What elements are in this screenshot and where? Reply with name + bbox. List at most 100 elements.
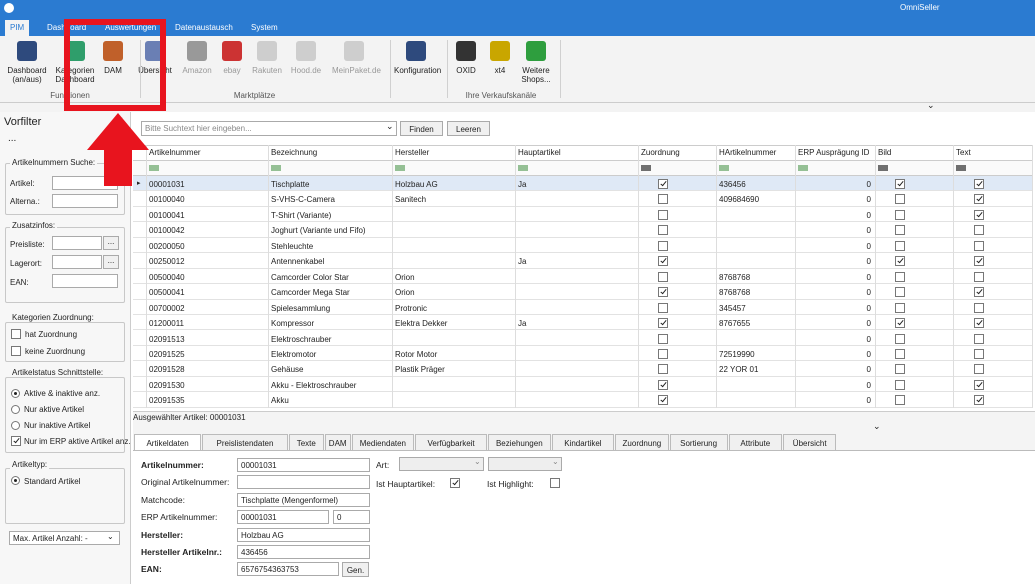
grid-checkbox[interactable] [974, 287, 984, 297]
grid-checkbox[interactable] [895, 287, 905, 297]
grid-checkbox[interactable] [658, 194, 668, 204]
text-input[interactable] [52, 255, 102, 269]
grid-checkbox[interactable] [974, 225, 984, 235]
text-input[interactable]: 436456 [237, 545, 370, 559]
column-header[interactable]: HArtikelnummer [719, 148, 776, 157]
grid-checkbox[interactable] [974, 349, 984, 359]
grid-checkbox[interactable] [658, 318, 668, 328]
grid-checkbox[interactable] [658, 179, 668, 189]
menu-tab[interactable]: System [246, 20, 283, 36]
detail-tab[interactable]: Beziehungen [488, 434, 551, 450]
select-input[interactable] [399, 457, 484, 471]
column-header[interactable]: Bezeichnung [271, 148, 317, 157]
grid-checkbox[interactable] [895, 225, 905, 235]
grid-checkbox[interactable] [658, 225, 668, 235]
text-input[interactable] [52, 236, 102, 250]
ribbon-button[interactable]: Hood.de [284, 66, 328, 75]
search-button[interactable]: Finden [400, 121, 443, 136]
column-filter-icon[interactable] [271, 165, 281, 171]
grid-checkbox[interactable] [658, 241, 668, 251]
checkbox[interactable] [11, 329, 21, 339]
grid-checkbox[interactable] [974, 256, 984, 266]
text-input[interactable] [52, 274, 118, 288]
checkbox[interactable] [550, 478, 560, 488]
grid-checkbox[interactable] [974, 364, 984, 374]
text-input[interactable] [52, 194, 118, 208]
text-input[interactable]: 00001031 [237, 458, 370, 472]
browse-button[interactable]: ... [103, 255, 119, 269]
grid-checkbox[interactable] [895, 334, 905, 344]
detail-tab[interactable]: Preislistendaten [202, 434, 288, 450]
detail-tab[interactable]: Attribute [729, 434, 782, 450]
ribbon-button[interactable]: Rakuten [245, 66, 289, 75]
grid-checkbox[interactable] [895, 349, 905, 359]
grid-checkbox[interactable] [974, 194, 984, 204]
detail-tab[interactable]: Kindartikel [552, 434, 615, 450]
column-filter-icon[interactable] [395, 165, 405, 171]
detail-tab[interactable]: Verfügbarkeit [415, 434, 487, 450]
column-filter-icon[interactable] [878, 165, 888, 171]
browse-button[interactable]: ... [103, 236, 119, 250]
grid-checkbox[interactable] [895, 318, 905, 328]
column-filter-icon[interactable] [798, 165, 808, 171]
grid-checkbox[interactable] [895, 303, 905, 313]
ribbon-button[interactable]: Dashboard (an/aus) [5, 66, 49, 84]
column-header[interactable]: Hauptartikel [518, 148, 561, 157]
text-input[interactable]: Holzbau AG [237, 528, 370, 542]
detail-tab[interactable]: DAM [325, 434, 351, 450]
column-header[interactable]: Artikelnummer [149, 148, 201, 157]
grid-checkbox[interactable] [895, 364, 905, 374]
detail-tab[interactable]: Artikeldaten [134, 434, 201, 450]
grid-checkbox[interactable] [974, 241, 984, 251]
grid-checkbox[interactable] [974, 334, 984, 344]
checkbox[interactable] [11, 346, 21, 356]
column-header[interactable]: Zuordnung [641, 148, 680, 157]
grid-checkbox[interactable] [974, 179, 984, 189]
grid-checkbox[interactable] [895, 256, 905, 266]
grid-checkbox[interactable] [895, 194, 905, 204]
text-input[interactable]: Tischplatte (Mengenformel) [237, 493, 370, 507]
detail-tab[interactable]: Übersicht [783, 434, 836, 450]
search-input[interactable]: Bitte Suchtext hier eingeben... [141, 121, 397, 136]
grid-checkbox[interactable] [658, 287, 668, 297]
text-input[interactable]: 00001031 [237, 510, 329, 524]
grid-checkbox[interactable] [658, 395, 668, 405]
grid-checkbox[interactable] [895, 179, 905, 189]
grid-checkbox[interactable] [658, 380, 668, 390]
grid-checkbox[interactable] [974, 303, 984, 313]
grid-checkbox[interactable] [895, 395, 905, 405]
grid-checkbox[interactable] [974, 318, 984, 328]
radio[interactable] [11, 421, 20, 430]
radio[interactable] [11, 476, 20, 485]
ribbon-button[interactable]: MeinPaket.de [332, 66, 376, 75]
text-input[interactable] [237, 475, 370, 489]
radio[interactable] [11, 405, 20, 414]
grid-checkbox[interactable] [974, 272, 984, 282]
radio[interactable] [11, 389, 20, 398]
column-filter-icon[interactable] [518, 165, 528, 171]
grid-checkbox[interactable] [658, 210, 668, 220]
column-header[interactable]: Hersteller [395, 148, 429, 157]
menu-tab[interactable]: Datenaustausch [170, 20, 238, 36]
select-input[interactable] [488, 457, 562, 471]
ribbon-button[interactable]: Weitere Shops... [514, 66, 558, 84]
column-filter-icon[interactable] [956, 165, 966, 171]
checkbox[interactable] [11, 436, 21, 446]
grid-checkbox[interactable] [895, 210, 905, 220]
grid-checkbox[interactable] [658, 272, 668, 282]
grid-checkbox[interactable] [974, 380, 984, 390]
grid-checkbox[interactable] [895, 272, 905, 282]
detail-tab[interactable]: Zuordnung [615, 434, 668, 450]
menu-tab[interactable]: PIM [5, 20, 29, 36]
checkbox[interactable] [450, 478, 460, 488]
grid-checkbox[interactable] [974, 210, 984, 220]
column-filter-icon[interactable] [719, 165, 729, 171]
grid-checkbox[interactable] [658, 334, 668, 344]
max-count-select[interactable]: Max. Artikel Anzahl: - [9, 531, 120, 545]
grid-checkbox[interactable] [658, 256, 668, 266]
search-button[interactable]: Leeren [447, 121, 490, 136]
grid-checkbox[interactable] [974, 395, 984, 405]
grid-checkbox[interactable] [658, 349, 668, 359]
detail-tab[interactable]: Texte [289, 434, 324, 450]
detail-tab[interactable]: Sortierung [670, 434, 728, 450]
